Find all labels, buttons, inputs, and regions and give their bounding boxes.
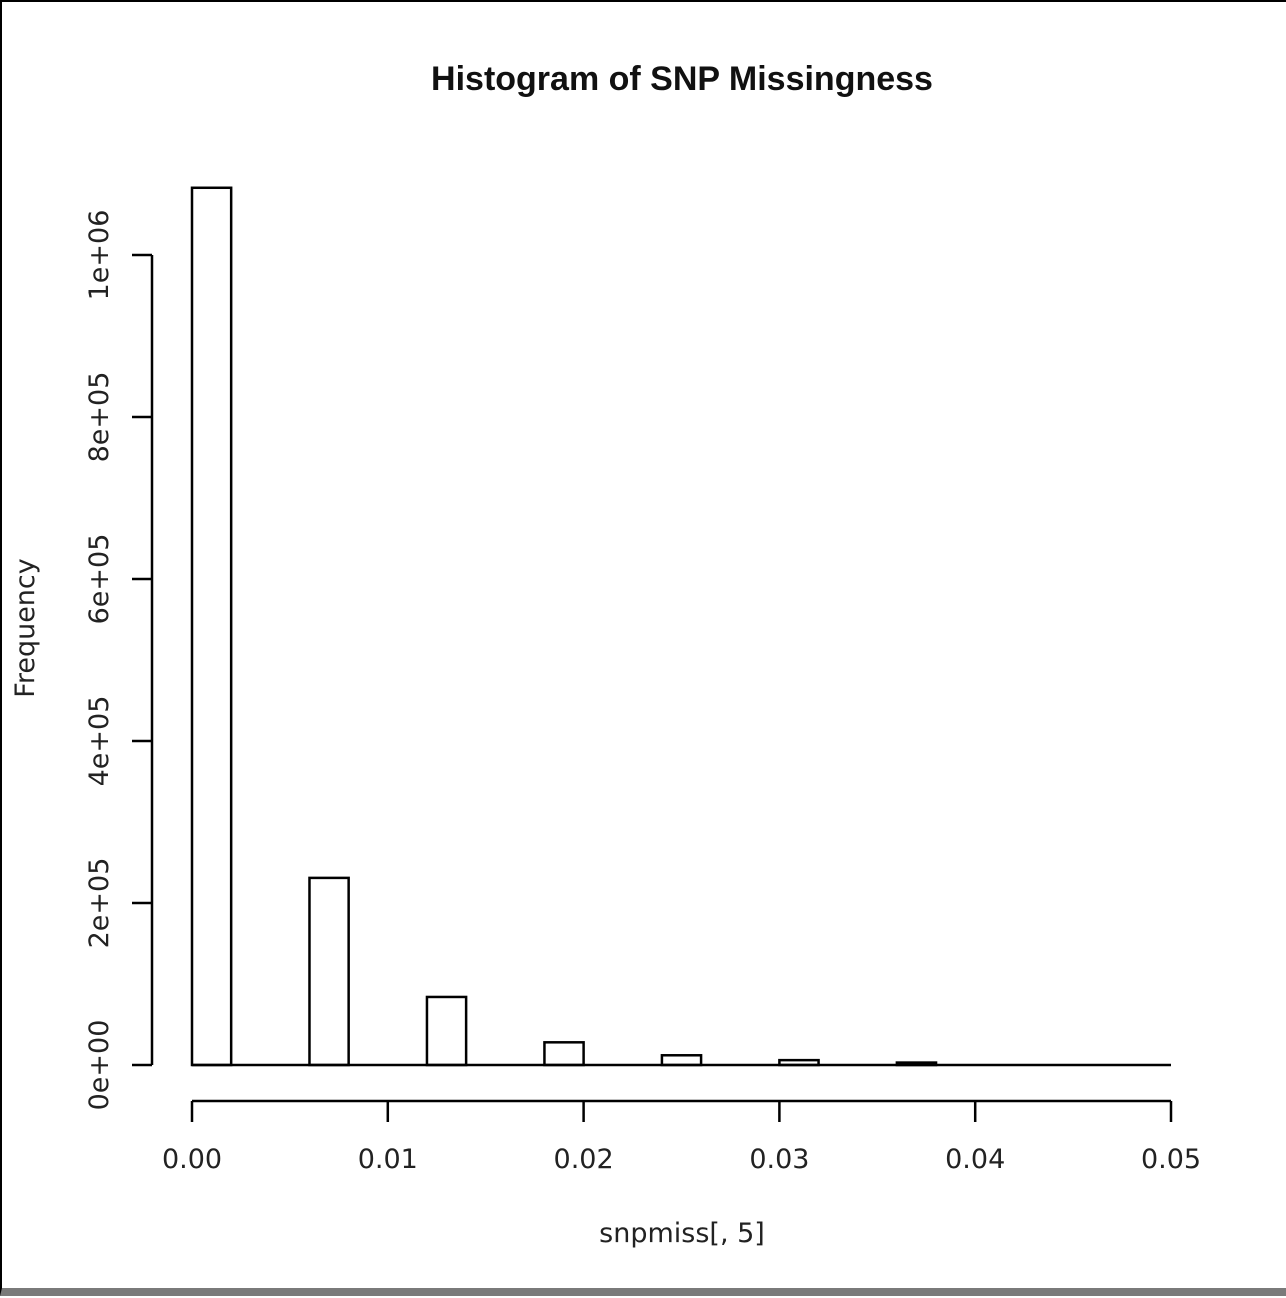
x-tick-label: 0.02: [554, 1144, 614, 1175]
histogram-bar: [543, 1041, 585, 1067]
x-tick-label: 0.03: [749, 1144, 809, 1175]
y-tick-label: 1e+06: [84, 210, 115, 301]
y-tick-label: 8e+05: [84, 372, 115, 463]
bars-group: [190, 186, 1171, 1067]
x-tick-label: 0.00: [162, 1144, 222, 1175]
chart-title: Histogram of SNP Missingness: [431, 60, 933, 98]
x-axis: 0.00 0.01 0.02 0.03 0.04 0.05: [162, 1099, 1201, 1175]
x-tick-label: 0.01: [358, 1144, 418, 1175]
y-axis-label: Frequency: [10, 558, 41, 698]
y-tick-label: 2e+05: [84, 858, 115, 949]
histogram-bar: [190, 186, 233, 1067]
histogram-bar: [660, 1054, 703, 1067]
y-tick-label: 4e+05: [84, 696, 115, 787]
y-axis: 0e+00 2e+05 4e+05 6e+05 8e+05 1e+06: [84, 210, 154, 1111]
y-tick-label: 6e+05: [84, 534, 115, 625]
x-tick-label: 0.05: [1141, 1144, 1201, 1175]
histogram-bar: [425, 995, 468, 1067]
x-axis-label: snpmiss[, 5]: [599, 1218, 765, 1249]
y-tick-label: 0e+00: [84, 1020, 115, 1111]
histogram-bar: [308, 876, 350, 1067]
x-tick-label: 0.04: [945, 1144, 1005, 1175]
